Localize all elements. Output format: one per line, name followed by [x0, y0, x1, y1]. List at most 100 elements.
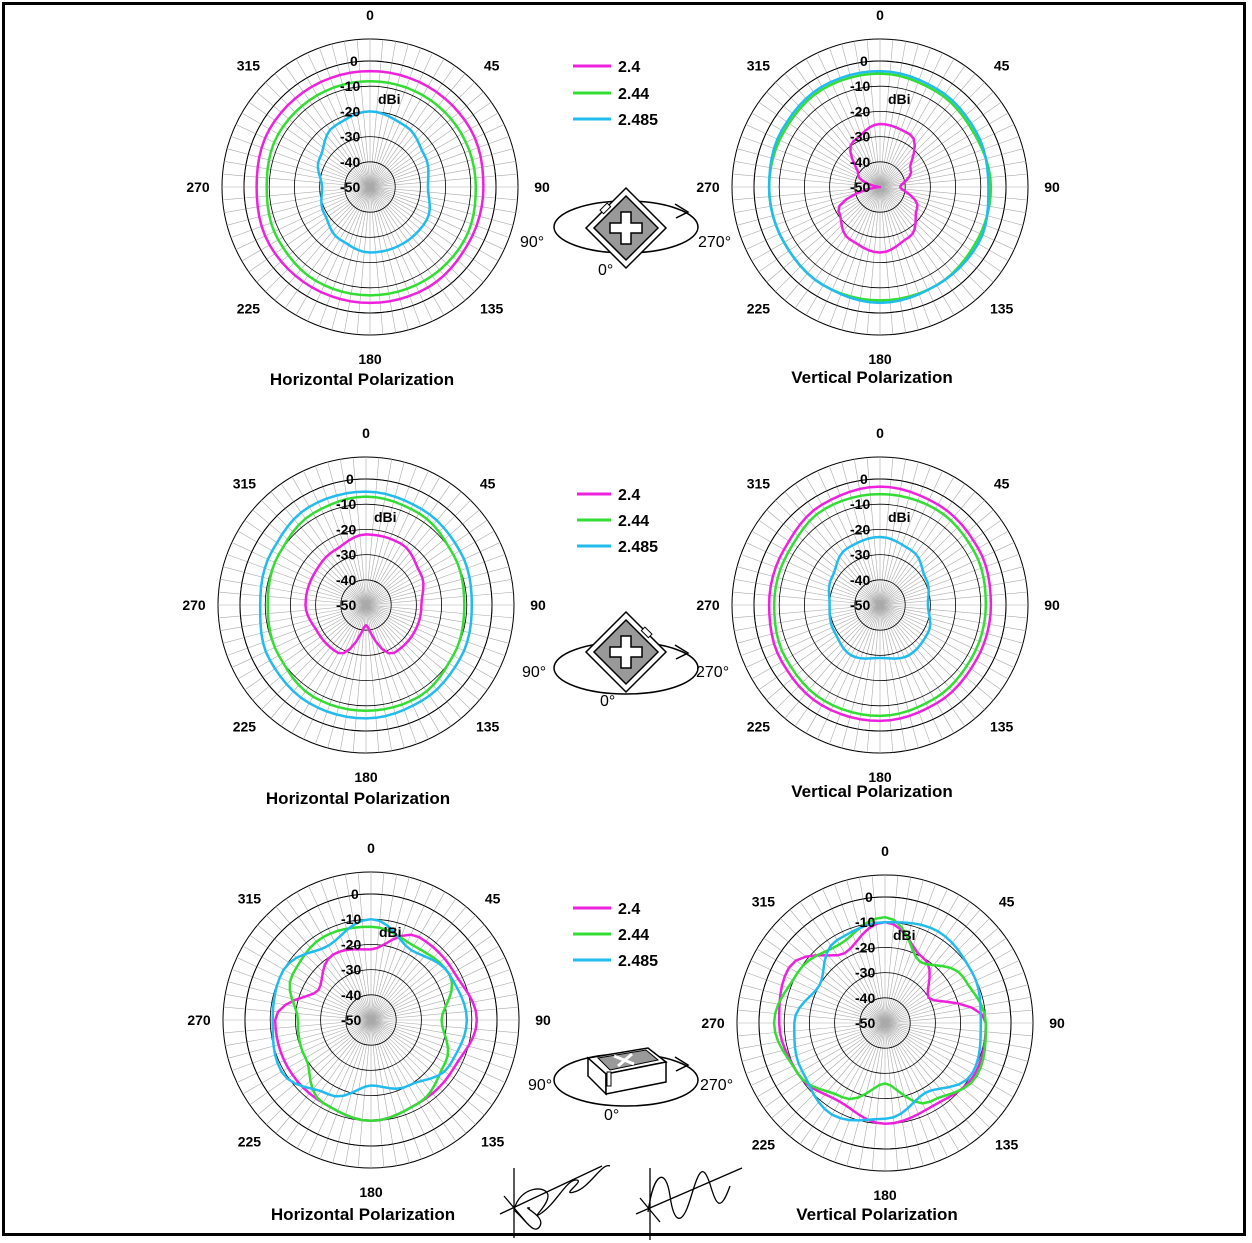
angle-tick-label: 180: [358, 351, 382, 367]
vertical-wave-icon: [635, 1167, 743, 1240]
grid-spoke: [256, 186, 371, 283]
grid-ring: [344, 161, 396, 213]
orientation-bottom-label: 0°: [600, 693, 615, 710]
radial-tick-label: -50: [855, 1015, 875, 1031]
grid-spoke: [775, 186, 881, 292]
radial-tick-label: -30: [340, 129, 360, 145]
grid-spoke: [829, 604, 881, 745]
grid-spoke: [235, 186, 371, 250]
grid-spoke: [369, 47, 421, 188]
series-line-2-4: [777, 920, 988, 1126]
grid-spoke: [829, 465, 881, 606]
grid-spoke: [365, 604, 405, 749]
grid-spoke: [879, 509, 994, 606]
grid-spoke: [352, 457, 367, 606]
grid-spoke: [805, 186, 881, 316]
grid-spoke: [270, 604, 367, 719]
grid-spoke: [365, 470, 429, 606]
grid-spoke: [365, 604, 501, 668]
grid-spoke: [884, 909, 981, 1024]
grid-spoke: [370, 1019, 500, 1095]
series-line-2-44: [772, 492, 988, 718]
polar-chart-2: 0 -10 -20 -30 -40 -50 dBi 0 45 90 135 180 225 270 315 V…: [696, 7, 1060, 387]
radial-tick-label: -40: [340, 154, 360, 170]
grid-spoke: [879, 186, 1020, 238]
grid-spoke: [751, 604, 881, 680]
grid-spoke: [369, 52, 433, 188]
grid-spoke: [237, 530, 367, 606]
grid-spoke: [871, 875, 886, 1024]
grid-ring: [753, 478, 1007, 732]
grid-spoke: [236, 957, 372, 1021]
rotation-arrow-icon: [674, 1056, 690, 1072]
grid-ring: [239, 478, 493, 732]
angle-tick-label: 90: [530, 597, 546, 613]
grid-spoke: [884, 1022, 1020, 1086]
radial-tick-label: 0: [351, 886, 359, 902]
grid-spoke: [365, 604, 512, 631]
grid-spoke: [307, 186, 371, 322]
grid-spoke: [736, 604, 881, 644]
grid-ring: [244, 893, 498, 1147]
grid-spoke: [365, 604, 480, 701]
grid-spoke: [370, 880, 422, 1021]
grid-spoke: [365, 459, 392, 606]
grid-spoke: [879, 579, 1026, 606]
grid-ring: [758, 896, 1012, 1150]
grid-ring: [809, 947, 962, 1100]
grid-spoke: [265, 82, 371, 188]
angle-tick-label: 0: [362, 425, 370, 441]
grid-spoke: [291, 604, 367, 734]
angle-tick-label: 225: [238, 1134, 262, 1150]
angle-tick-label: 270: [701, 1015, 725, 1031]
grid-spoke: [879, 604, 894, 753]
grid-spoke: [365, 457, 380, 606]
angle-tick-label: 180: [354, 769, 378, 785]
angle-tick-label: 90: [1049, 1015, 1065, 1031]
grid-spoke: [884, 1022, 981, 1137]
rotation-arrow-icon: [674, 203, 690, 219]
grid-ring: [834, 972, 936, 1074]
angle-tick-label: 225: [237, 301, 261, 317]
grid-spoke: [784, 73, 881, 188]
grid-ring: [289, 529, 442, 682]
series-line-2-4: [767, 485, 993, 723]
grid-spoke: [370, 1019, 397, 1166]
grid-spoke: [370, 872, 385, 1021]
radial-tick-label: -40: [850, 154, 870, 170]
grid-spoke: [771, 1022, 886, 1119]
grid-spoke: [370, 934, 493, 1021]
grid-spoke: [365, 476, 441, 606]
chart-title: Horizontal Polarization: [266, 789, 450, 808]
grid-spoke: [879, 604, 1026, 631]
grid-spoke: [370, 1019, 385, 1168]
angle-tick-label: 225: [752, 1137, 776, 1153]
radial-tick-label: 0: [860, 471, 868, 487]
angle-tick-label: 225: [747, 719, 771, 735]
grid-spoke: [884, 879, 924, 1024]
grid-spoke: [879, 43, 919, 188]
grid-spoke: [879, 101, 1002, 188]
grid-spoke: [370, 945, 500, 1021]
grid-spoke: [356, 39, 371, 188]
grid-spoke: [249, 1019, 372, 1106]
grid-ring: [778, 85, 982, 289]
grid-spoke: [365, 604, 488, 691]
series-line-2-4: [304, 533, 425, 655]
grid-spoke: [884, 1022, 1033, 1037]
grid-spoke: [879, 604, 1009, 680]
chart-title: Vertical Polarization: [791, 368, 953, 387]
grid-spoke: [220, 579, 367, 606]
radial-tick-label: 0: [350, 53, 358, 69]
radial-tick-label: -40: [850, 572, 870, 588]
grid-spoke: [879, 186, 976, 301]
grid-spoke: [789, 909, 886, 1024]
grid-ring: [315, 554, 417, 656]
grid-spoke: [879, 591, 1028, 606]
grid-spoke: [884, 1022, 990, 1128]
chart-title: Horizontal Polarization: [271, 1205, 455, 1224]
grid-spoke: [834, 883, 886, 1024]
grid-spoke: [265, 186, 371, 292]
grid-spoke: [879, 73, 976, 188]
grid-spoke: [370, 906, 467, 1021]
